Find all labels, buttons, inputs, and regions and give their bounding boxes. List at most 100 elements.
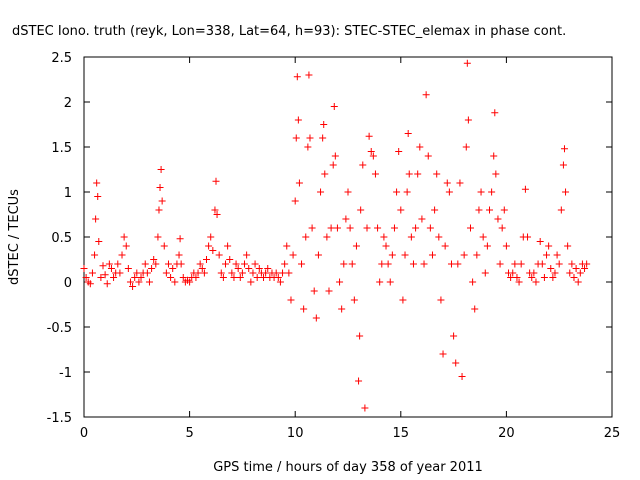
data-point	[382, 242, 390, 250]
data-point	[294, 116, 302, 124]
data-point	[289, 251, 297, 259]
data-point	[581, 265, 589, 272]
data-point	[94, 193, 102, 200]
data-point	[365, 132, 373, 140]
data-point	[405, 170, 413, 178]
data-point	[564, 242, 572, 250]
data-point	[310, 287, 318, 295]
data-point	[260, 274, 268, 281]
data-point	[234, 265, 242, 272]
y-tick-label: -1	[59, 366, 72, 381]
data-point	[404, 130, 412, 137]
data-point	[298, 260, 306, 268]
data-point	[479, 233, 487, 241]
data-point	[131, 274, 139, 281]
y-tick-label: 1.5	[51, 141, 72, 156]
data-point	[572, 265, 580, 272]
data-point	[443, 179, 451, 187]
data-point	[431, 206, 439, 214]
data-point	[150, 256, 158, 263]
data-point	[192, 274, 200, 281]
data-point	[167, 274, 175, 281]
data-point	[532, 278, 540, 286]
data-point	[179, 274, 187, 281]
data-point	[92, 215, 100, 223]
y-axis-label: dSTEC / TECUs	[7, 189, 22, 285]
data-point	[154, 233, 162, 241]
data-point	[245, 265, 253, 272]
data-point	[209, 247, 217, 254]
x-tick-label: 15	[393, 426, 410, 441]
data-point	[420, 260, 428, 268]
x-tick-label: 20	[498, 426, 515, 441]
data-point	[249, 269, 257, 277]
data-point	[469, 278, 477, 286]
data-point	[88, 269, 96, 277]
data-point	[426, 224, 434, 232]
data-point	[359, 161, 367, 169]
data-point	[222, 260, 230, 268]
data-point	[226, 256, 234, 263]
data-point	[133, 269, 141, 277]
y-tick-label: -1.5	[47, 411, 72, 426]
data-point	[129, 283, 137, 290]
data-point	[101, 271, 109, 279]
data-point	[247, 278, 255, 286]
data-point	[91, 251, 99, 259]
data-point	[243, 251, 251, 259]
data-point	[120, 233, 128, 241]
x-tick-label: 0	[80, 426, 88, 441]
data-point	[126, 278, 134, 286]
data-point	[491, 109, 499, 117]
data-point	[196, 260, 204, 268]
data-point	[498, 224, 506, 232]
data-point	[95, 238, 103, 245]
data-point	[194, 269, 202, 277]
data-point	[105, 260, 113, 268]
data-point	[118, 251, 126, 259]
data-point	[369, 152, 377, 160]
data-point	[323, 233, 331, 241]
data-point	[543, 251, 551, 259]
data-point	[528, 274, 536, 281]
y-axis-ticks: -1.5 -1 -0.5 0 0.5 1 1.5 2 2.5	[47, 51, 612, 426]
data-point	[329, 161, 337, 169]
data-point	[264, 265, 272, 272]
data-point	[570, 274, 578, 281]
data-point	[515, 278, 523, 286]
data-point	[230, 274, 238, 281]
data-point	[122, 242, 130, 250]
data-point	[502, 242, 510, 250]
data-point	[538, 260, 546, 268]
data-point	[304, 143, 312, 151]
data-point	[325, 287, 333, 295]
data-point	[283, 242, 291, 250]
data-point	[386, 278, 394, 286]
data-point	[350, 296, 358, 304]
data-point	[314, 251, 322, 259]
data-point	[481, 269, 489, 277]
data-points	[80, 59, 591, 412]
data-point	[361, 404, 369, 412]
x-tick-label: 10	[287, 426, 304, 441]
data-point	[496, 260, 504, 268]
data-point	[547, 265, 555, 272]
data-point	[374, 224, 382, 232]
plot-frame	[83, 56, 613, 418]
data-point	[551, 269, 559, 277]
x-tick-label: 5	[185, 426, 193, 441]
data-point	[395, 148, 403, 155]
data-point	[428, 251, 436, 259]
data-point	[338, 305, 346, 313]
data-point	[458, 373, 466, 380]
data-point	[158, 197, 166, 205]
data-point	[293, 73, 301, 81]
data-point	[114, 260, 122, 268]
data-point	[445, 188, 453, 196]
data-point	[486, 206, 494, 214]
data-point	[211, 206, 219, 214]
data-point	[521, 185, 529, 193]
data-point	[409, 260, 417, 268]
data-point	[524, 233, 532, 241]
